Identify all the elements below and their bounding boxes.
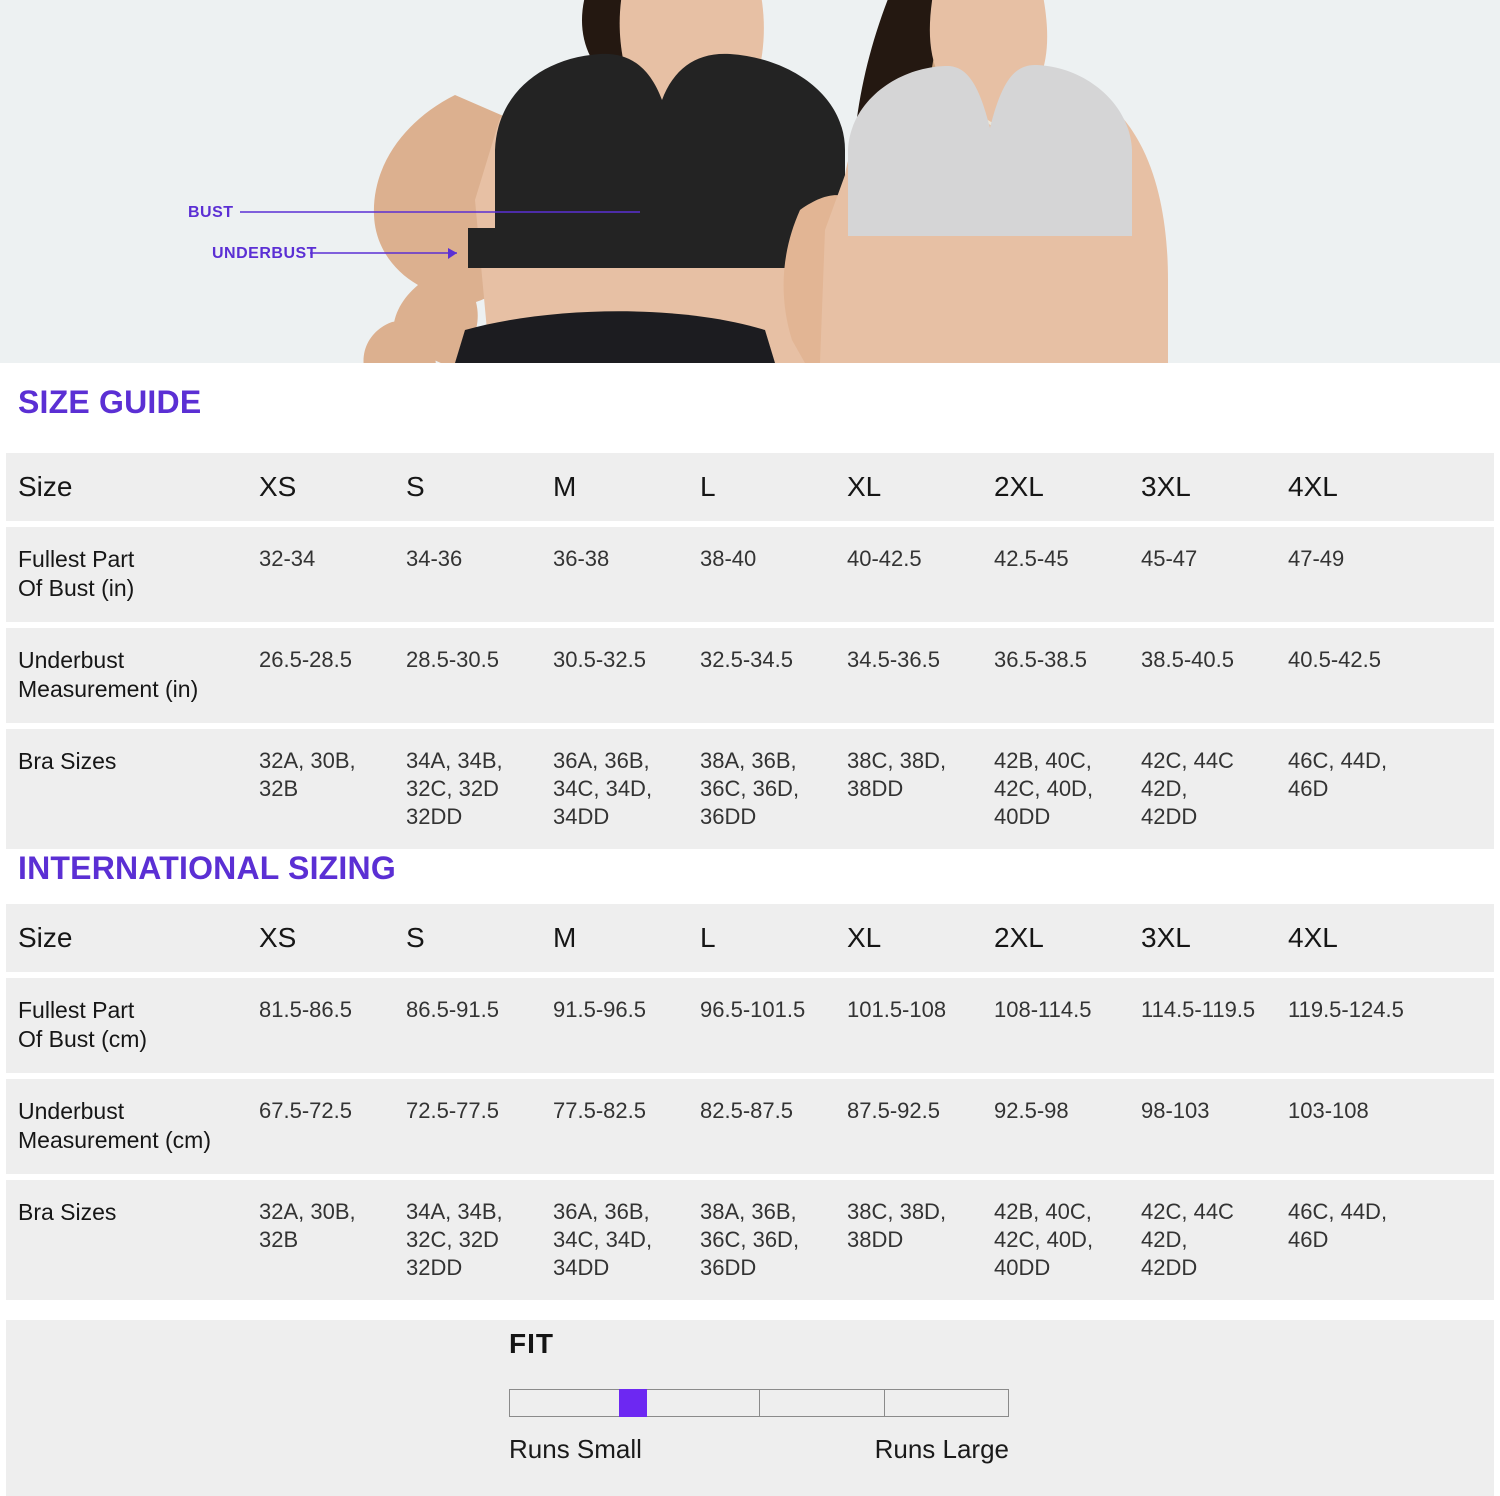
svg-text:UNDERBUST: UNDERBUST — [212, 245, 317, 262]
svg-text:BUST: BUST — [188, 204, 234, 221]
